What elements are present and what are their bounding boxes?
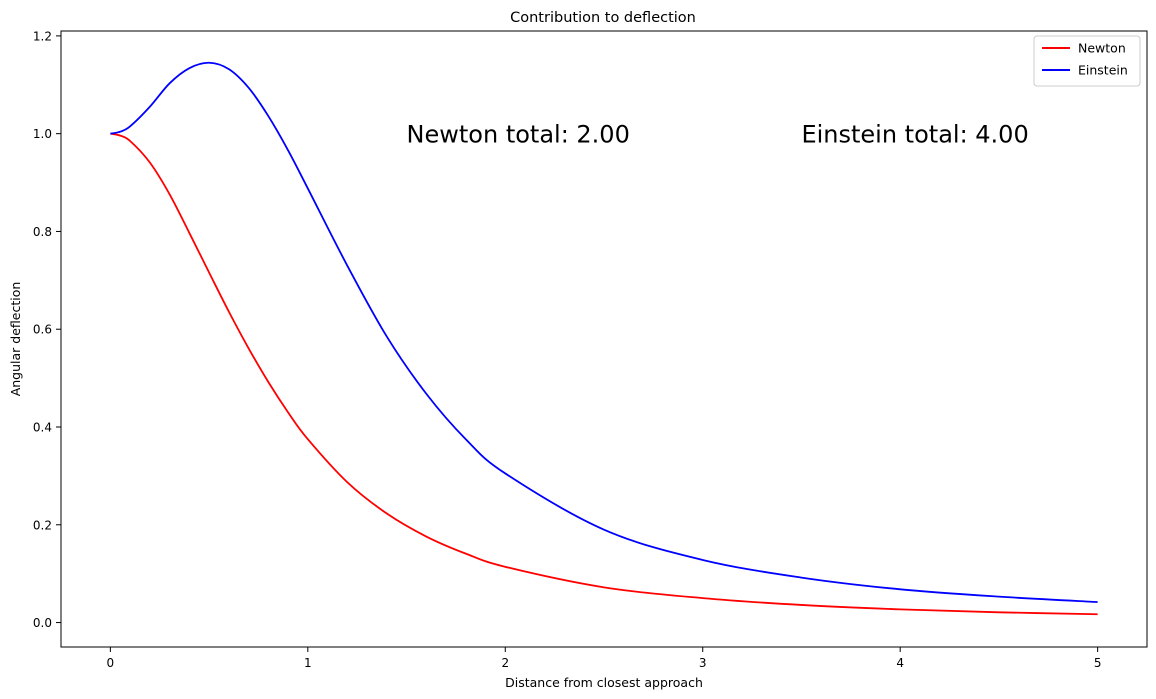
series-line-newton (110, 132, 1098, 616)
y-tick-label: 0.2 (33, 518, 52, 532)
x-axis-label: Distance from closest approach (505, 675, 703, 690)
axis-ticks: 0 1 2 3 4 5 0.0 0.2 0.4 0.6 0.8 1.0 1.2 (33, 29, 1102, 670)
legend: Newton Einstein (1033, 35, 1141, 87)
legend-newton-label: Newton (1078, 41, 1126, 56)
legend-einstein-label: Einstein (1078, 63, 1128, 78)
y-axis-label: Angular deflection (8, 282, 23, 397)
series-lines (110, 61, 1098, 616)
chart-title: Contribution to deflection (510, 10, 696, 26)
x-tick-label: 0 (107, 656, 115, 670)
x-tick-label: 1 (304, 656, 312, 670)
y-tick-label: 0.8 (33, 225, 52, 239)
einstein-total-annotation: Einstein total: 4.00 (801, 121, 1028, 149)
y-tick-label: 0.6 (33, 323, 52, 337)
y-tick-label: 1.2 (33, 29, 52, 43)
series-line-einstein (110, 61, 1098, 603)
newton-total-annotation: Newton total: 2.00 (407, 121, 630, 149)
y-tick-label: 0.0 (33, 616, 52, 630)
x-tick-label: 2 (501, 656, 509, 670)
y-tick-label: 0.4 (33, 421, 52, 435)
x-tick-label: 3 (699, 656, 707, 670)
x-tick-label: 5 (1094, 656, 1102, 670)
plot-area (60, 30, 1148, 648)
y-tick-label: 1.0 (33, 127, 52, 141)
x-tick-label: 4 (896, 656, 904, 670)
